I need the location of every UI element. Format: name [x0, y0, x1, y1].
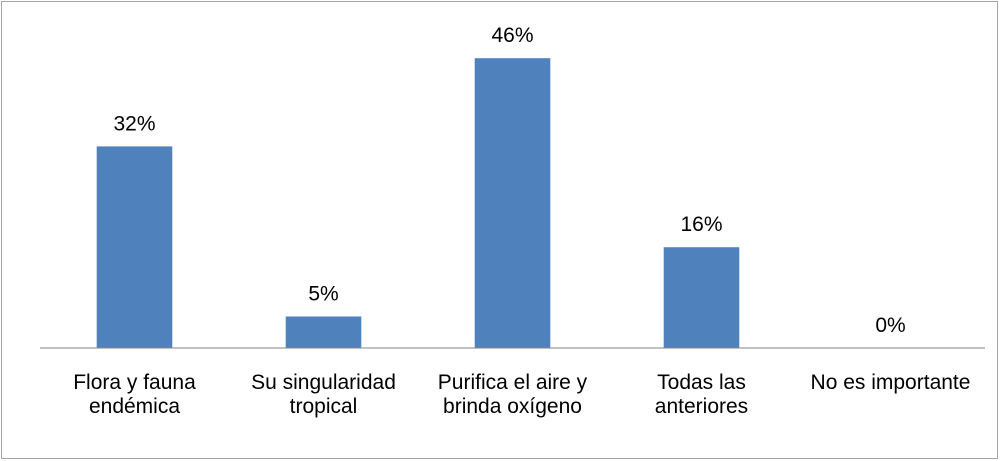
x-tick-label: Todas las anteriores	[654, 371, 749, 418]
data-label: 0%	[875, 314, 905, 337]
x-tick-label: No es importante	[810, 371, 971, 394]
data-label: 32%	[113, 112, 155, 135]
x-tick-label: Purifica el aire y brinda oxígeno	[437, 371, 588, 418]
bar	[663, 247, 740, 348]
data-label: 5%	[308, 283, 338, 306]
bar	[285, 316, 362, 348]
bar	[96, 146, 173, 348]
x-tick-label: Flora y fauna endémica	[73, 371, 196, 418]
data-label: 46%	[491, 24, 533, 47]
x-tick-label: Su singularidad tropical	[251, 371, 396, 418]
bar	[474, 58, 551, 348]
data-label: 16%	[680, 213, 722, 236]
